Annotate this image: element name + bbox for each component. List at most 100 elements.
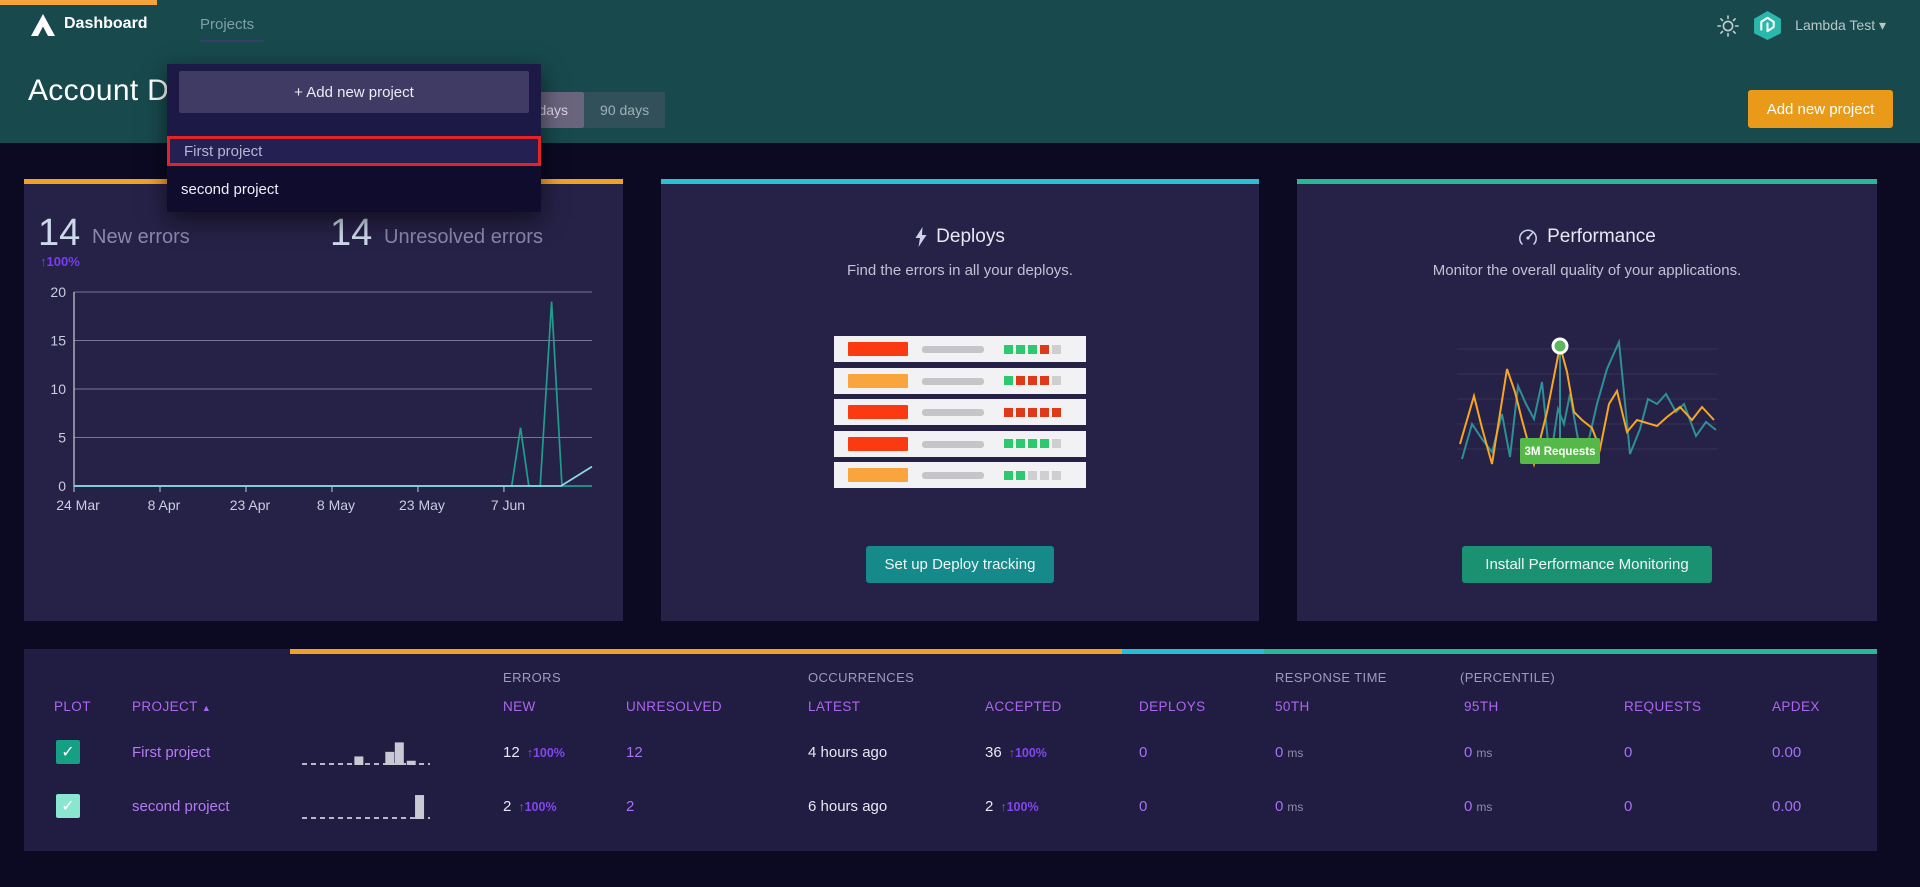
table-accent-segment: [290, 649, 1122, 654]
brand-title: Dashboard: [64, 15, 148, 32]
plot-checkbox[interactable]: ✓: [56, 740, 80, 764]
dropdown-item-first-project[interactable]: First project: [167, 136, 541, 166]
cell-requests[interactable]: 0: [1624, 798, 1633, 815]
ms-unit: ms: [1287, 800, 1304, 814]
perf-peak-dot: [1551, 337, 1569, 355]
deploy-text-bar: [922, 440, 984, 448]
add-new-project-button[interactable]: Add new project: [1748, 90, 1893, 128]
performance-title: Performance: [1547, 226, 1656, 247]
cell-apdex[interactable]: 0.00: [1772, 798, 1802, 815]
errors-card: 14 New errors ↑100% 14 Unresolved errors…: [24, 179, 623, 621]
appsignal-logo-icon[interactable]: [30, 13, 56, 37]
column-header-accepted[interactable]: ACCEPTED: [985, 699, 1062, 714]
plot-checkbox[interactable]: ✓: [56, 794, 80, 818]
account-name: Lambda Test: [1795, 17, 1876, 33]
new-errors-count: 14: [38, 212, 81, 254]
deploys-subtitle: Find the errors in all your deploys.: [847, 262, 1073, 279]
svg-text:24 Mar: 24 Mar: [56, 497, 100, 513]
svg-text:23 May: 23 May: [399, 497, 445, 513]
svg-text:8 Apr: 8 Apr: [148, 497, 181, 513]
performance-subtitle: Monitor the overall quality of your appl…: [1432, 262, 1742, 279]
series-second-project: [74, 465, 593, 487]
deploy-status-square: [1028, 470, 1037, 480]
deploy-status-square: [1052, 407, 1061, 417]
deploy-status-square: [1040, 407, 1049, 417]
project-link[interactable]: second project: [132, 798, 230, 815]
deploy-status-square: [1004, 439, 1013, 448]
performance-title-row: Performance: [1297, 226, 1877, 248]
deploys-title-row: Deploys: [661, 226, 1259, 248]
deploy-badge: [848, 468, 908, 482]
project-link[interactable]: First project: [132, 744, 211, 761]
deploy-status-square: [1004, 344, 1013, 354]
deploy-status-square: [1052, 439, 1061, 448]
deploy-status-square: [1016, 407, 1025, 417]
deploy-row: [834, 399, 1086, 425]
cell-deploys[interactable]: 0: [1139, 744, 1148, 761]
sort-asc-icon: ▲: [201, 703, 212, 713]
cell-errors-unresolved[interactable]: 2: [626, 798, 635, 815]
dropdown-add-new-project-button[interactable]: + Add new project: [179, 71, 529, 113]
deploy-status-square: [1052, 470, 1061, 480]
deploy-status-square: [1028, 376, 1037, 385]
range-button-90-days[interactable]: 90 days: [584, 92, 666, 128]
deploy-status-square: [1004, 407, 1013, 417]
new-errors-delta: ↑100%: [40, 254, 80, 269]
account-menu[interactable]: Lambda Test ▾: [1795, 17, 1886, 34]
errors-line-chart: 0 5 10 15 20 24 Mar 8 Apr 23 Apr 8 May 23 May 7 Ju…: [40, 280, 602, 535]
svg-text:15: 15: [50, 333, 66, 349]
deploy-status-square: [1004, 470, 1013, 480]
deploy-status-square: [1040, 439, 1049, 448]
cell-response-time-95th: 0 ms: [1464, 798, 1493, 815]
cell-errors-unresolved[interactable]: 12: [626, 744, 643, 761]
svg-text:0: 0: [58, 478, 66, 494]
svg-text:10: 10: [50, 381, 66, 397]
column-header-project[interactable]: PROJECT ▲: [132, 699, 212, 714]
setup-deploy-tracking-button[interactable]: Set up Deploy tracking: [866, 546, 1054, 583]
dropdown-item-second-project[interactable]: second project: [167, 166, 541, 212]
column-header-95th[interactable]: 95TH: [1464, 699, 1499, 714]
column-header-requests[interactable]: REQUESTS: [1624, 699, 1702, 714]
cell-requests[interactable]: 0: [1624, 744, 1633, 761]
deploy-status-square: [1016, 344, 1025, 354]
deploy-status-square: [1016, 470, 1025, 480]
column-header-new[interactable]: NEW: [503, 699, 536, 714]
deploy-status-square: [1016, 376, 1025, 385]
nav-projects-link[interactable]: Projects: [200, 16, 255, 33]
lightning-bolt-icon: [915, 227, 927, 247]
deploy-row: [834, 462, 1086, 488]
deploy-status-square: [1040, 344, 1049, 354]
theme-toggle-sun-icon[interactable]: [1716, 14, 1740, 38]
deploy-text-bar: [922, 346, 984, 353]
column-header-unresolved[interactable]: UNRESOLVED: [626, 699, 723, 714]
cell-occurrences-accepted: 2 ↑100%: [985, 798, 1039, 815]
column-header-apdex[interactable]: APDEX: [1772, 699, 1820, 714]
deploy-badge: [848, 373, 908, 388]
deploy-status-square: [1028, 407, 1037, 417]
column-header-plot[interactable]: PLOT: [54, 699, 91, 714]
cell-deploys[interactable]: 0: [1139, 798, 1148, 815]
series-first-project: [74, 301, 592, 487]
deploy-row: [834, 336, 1086, 362]
cell-occurrence-latest: 4 hours ago: [808, 744, 888, 761]
deploy-status-square: [1040, 376, 1049, 385]
project-sparkline: [302, 788, 430, 829]
unresolved-errors-count: 14: [330, 212, 373, 254]
projects-dropdown: + Add new project First project second p…: [167, 64, 541, 212]
deploys-card: Deploys Find the errors in all your depl…: [661, 179, 1259, 621]
column-header-latest[interactable]: LATEST: [808, 699, 861, 714]
deploy-row: [834, 430, 1086, 457]
install-performance-monitoring-button[interactable]: Install Performance Monitoring: [1462, 546, 1712, 583]
account-caret-icon: ▾: [1878, 17, 1886, 33]
column-header-50th[interactable]: 50TH: [1275, 699, 1310, 714]
deploy-status-square: [1028, 439, 1037, 448]
cell-apdex[interactable]: 0.00: [1772, 744, 1802, 761]
performance-illustration: 3M Requests: [1452, 324, 1722, 497]
deploy-badge: [848, 405, 908, 419]
column-header-deploys[interactable]: DEPLOYS: [1139, 699, 1206, 714]
account-hexagon-logo-icon[interactable]: [1752, 10, 1783, 41]
deploy-text-bar: [922, 377, 984, 385]
new-errors-label: New errors: [92, 226, 190, 248]
deploy-status-square: [1052, 376, 1061, 385]
